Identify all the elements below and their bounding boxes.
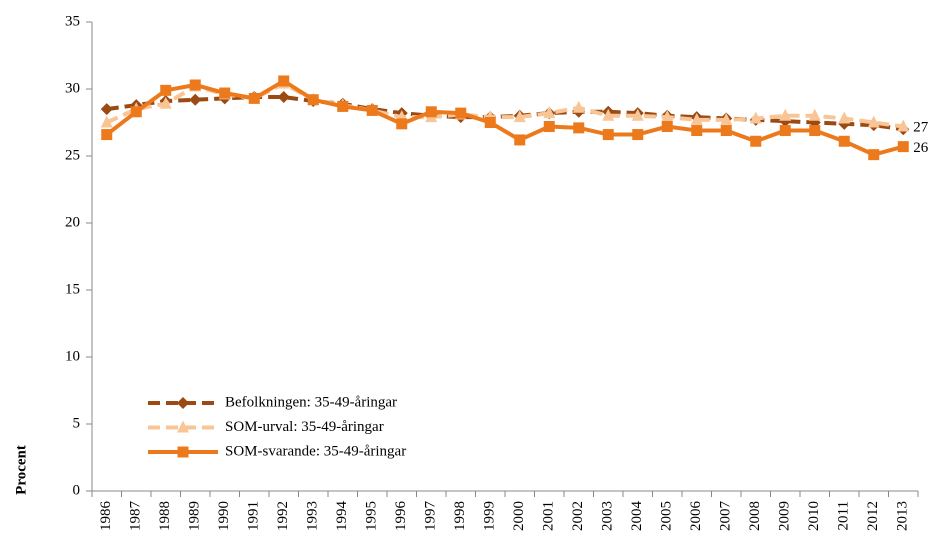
y-tick-label: 30 [65,80,80,96]
x-tick-label: 2003 [600,501,616,531]
marker [602,108,615,121]
marker [337,100,349,112]
marker [661,121,673,133]
marker [543,106,556,119]
x-tick-label: 1999 [482,501,498,531]
marker [661,110,674,123]
marker [160,84,172,96]
end-label: 27 [913,120,929,136]
x-tick-label: 2001 [541,501,557,531]
marker [219,87,231,99]
marker [543,121,555,133]
x-tick-label: 1997 [423,501,439,532]
y-tick-label: 15 [65,281,80,297]
x-tick-label: 1987 [128,501,144,532]
marker [868,149,880,161]
marker [691,125,703,137]
marker [455,107,467,119]
x-tick-label: 1989 [187,501,203,531]
marker [307,94,319,106]
marker [189,79,201,91]
marker [366,104,378,116]
marker [278,75,290,87]
x-tick-label: 1990 [216,501,232,531]
x-tick-label: 1988 [157,501,173,531]
marker [602,129,614,141]
marker [514,134,526,146]
marker [838,111,851,124]
marker [720,125,732,137]
y-tick-label: 25 [65,147,80,163]
legend-label: Befolkningen: 35-49-åringar [225,394,397,410]
y-tick-label: 5 [73,415,81,431]
x-tick-label: 2005 [659,501,675,531]
y-axis-label: Procent [13,445,29,495]
marker [631,108,644,121]
x-tick-label: 2008 [747,501,763,531]
marker [779,108,792,121]
marker [396,118,408,130]
x-tick-label: 1993 [305,501,321,531]
legend-label: SOM-svarande: 35-49-åringar [225,443,406,459]
marker [159,96,172,109]
marker [100,115,113,128]
x-tick-label: 1995 [364,501,380,531]
end-label: 26 [913,140,929,156]
series-line [105,81,904,129]
x-tick-label: 2011 [836,501,852,530]
marker [838,135,850,147]
x-tick-label: 2010 [806,501,822,531]
x-tick-label: 1998 [452,501,468,531]
x-tick-label: 2012 [865,501,881,531]
marker [177,446,189,458]
marker [177,420,189,433]
marker [897,119,910,132]
marker [248,92,260,104]
y-tick-label: 20 [65,214,80,230]
x-tick-label: 1994 [334,501,350,532]
x-tick-label: 1996 [393,501,409,532]
y-tick-label: 10 [65,348,80,364]
marker [484,117,496,128]
marker [779,125,791,137]
x-tick-label: 2004 [629,501,645,532]
marker [573,122,585,134]
x-tick-label: 2009 [777,501,793,531]
y-tick-label: 0 [73,482,81,498]
x-tick-label: 1992 [275,501,291,531]
marker [867,115,880,128]
marker [809,125,821,137]
marker [632,129,644,141]
y-tick-label: 35 [65,13,80,29]
x-tick-label: 1986 [98,501,114,532]
marker [808,108,821,121]
marker [513,110,526,123]
x-tick-label: 2013 [895,501,911,531]
marker [749,111,762,124]
marker [277,91,290,104]
marker [189,93,202,106]
x-tick-label: 2007 [718,501,734,532]
series-line [105,78,904,157]
marker [177,397,189,409]
marker [130,106,142,118]
marker [897,141,909,153]
legend-label: SOM-urval: 35-49-åringar [225,419,384,435]
marker [100,103,113,116]
marker [572,100,585,113]
marker [425,106,437,118]
x-tick-label: 2006 [688,501,704,532]
marker [101,129,113,141]
marker [720,112,733,125]
marker [750,135,762,147]
x-tick-label: 2000 [511,501,527,531]
x-tick-label: 2002 [570,501,586,531]
marker [690,112,703,125]
x-tick-label: 1991 [246,501,262,531]
